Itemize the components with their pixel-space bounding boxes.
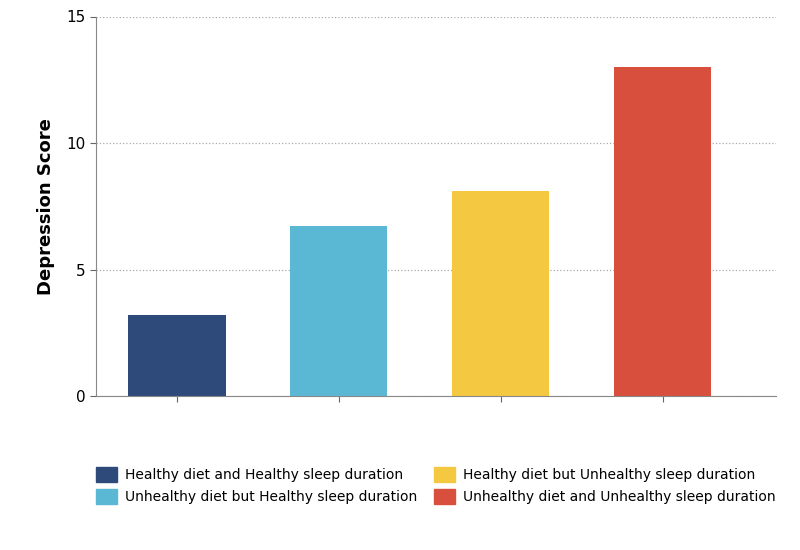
Bar [452,191,550,396]
Y-axis label: Depression Score: Depression Score [38,118,55,295]
Bar [128,315,226,396]
Bar [614,67,711,396]
Bar [290,227,387,396]
Legend: Healthy diet and Healthy sleep duration, Unhealthy diet but Healthy sleep durati: Healthy diet and Healthy sleep duration,… [89,460,783,511]
